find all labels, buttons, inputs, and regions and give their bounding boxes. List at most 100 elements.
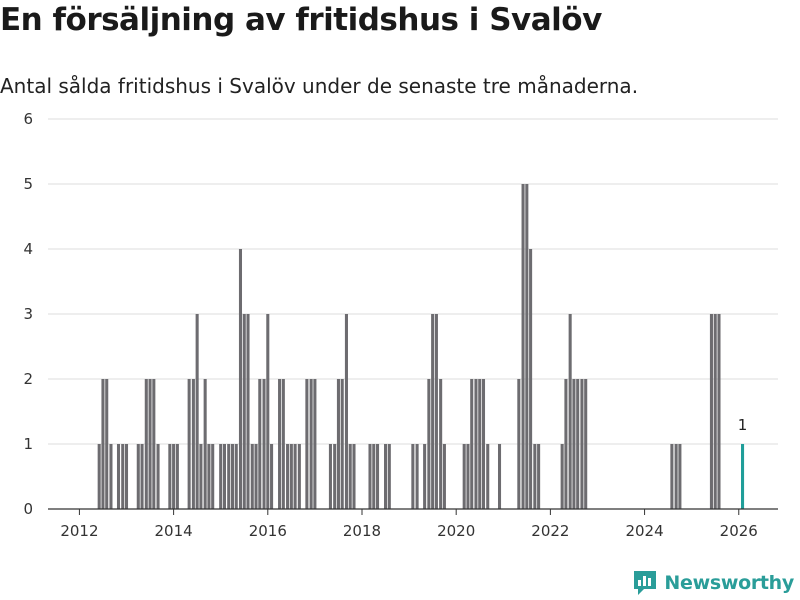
bar [289, 444, 293, 509]
x-tick-label: 2016 [249, 522, 287, 540]
bar [168, 444, 172, 509]
x-axis [48, 508, 778, 515]
bar [191, 379, 195, 509]
bar [109, 444, 113, 509]
bar [156, 444, 160, 509]
bar [576, 379, 580, 509]
bar [230, 444, 235, 509]
y-tick-label: 6 [23, 110, 33, 128]
x-axis-labels: 2012 2014 2016 2018 2020 2022 2024 2026 [60, 522, 758, 540]
bar [148, 379, 152, 509]
bar [384, 444, 388, 509]
bar [387, 444, 391, 509]
x-tick-label: 2024 [625, 522, 663, 540]
y-tick-label: 4 [23, 240, 33, 258]
bar [246, 314, 250, 509]
bar [175, 444, 179, 509]
newsworthy-icon [634, 571, 657, 595]
x-tick-label: 2012 [60, 522, 98, 540]
x-tick-label: 2022 [531, 522, 569, 540]
newsworthy-logo: Newsworthy [632, 569, 794, 597]
bar [344, 314, 348, 509]
bar [486, 444, 490, 509]
bar [172, 444, 176, 509]
bar [537, 444, 541, 509]
bar [670, 444, 674, 509]
bar [517, 379, 521, 509]
bar [521, 184, 525, 509]
bar [439, 379, 443, 509]
y-tick-label: 3 [23, 305, 33, 323]
x-tick-label: 2026 [720, 522, 758, 540]
bar [423, 444, 427, 509]
bar [533, 444, 537, 509]
bar [105, 379, 109, 509]
bar [278, 379, 282, 509]
bar [262, 379, 266, 509]
y-axis-labels: 0 1 2 3 4 5 6 [23, 110, 33, 518]
bar [227, 444, 231, 509]
bar [336, 379, 340, 509]
bar [717, 314, 721, 509]
bar [234, 444, 238, 509]
bar [709, 314, 713, 509]
bar [411, 444, 415, 509]
bar [415, 444, 419, 509]
bar [266, 314, 270, 509]
bar [207, 444, 211, 509]
bar [293, 444, 297, 509]
bar [124, 444, 129, 509]
highlight-bar [741, 444, 745, 509]
bar [199, 444, 203, 509]
bar [560, 444, 564, 509]
bar [242, 314, 246, 509]
x-tick-label: 2020 [437, 522, 475, 540]
bar [442, 444, 446, 509]
bar [333, 444, 337, 509]
bar [136, 444, 140, 509]
bar [372, 444, 376, 509]
y-tick-label: 5 [23, 175, 33, 193]
bars [97, 184, 745, 509]
annotations: 1 [738, 416, 748, 434]
bar [427, 379, 431, 509]
bar [258, 379, 262, 509]
chart-subtitle: Antal sålda fritidshus i Svalöv under de… [0, 74, 639, 98]
bar [348, 444, 352, 509]
bar [187, 379, 191, 509]
bar [97, 444, 101, 509]
bar [674, 444, 678, 509]
bar [470, 379, 474, 509]
brand-name: Newsworthy [664, 572, 794, 594]
gridlines [48, 118, 778, 445]
bar [352, 444, 356, 509]
bar [466, 444, 470, 509]
bar [313, 379, 317, 509]
bar [297, 444, 301, 509]
y-tick-label: 0 [23, 500, 33, 518]
bar [116, 444, 121, 509]
bar [152, 379, 156, 509]
bar [584, 379, 588, 509]
bar [368, 444, 372, 509]
chart-title: En försäljning av fritidshus i Svalöv [0, 2, 602, 38]
bar [431, 314, 435, 509]
bar [328, 444, 332, 509]
bar [529, 249, 533, 509]
bar [238, 249, 243, 509]
bar [250, 444, 254, 509]
bar [497, 444, 502, 509]
bar [572, 379, 576, 509]
bar [281, 379, 285, 509]
x-tick-label: 2018 [343, 522, 381, 540]
bar [222, 444, 226, 509]
bar [474, 379, 478, 509]
bar [713, 314, 717, 509]
bar [195, 314, 199, 509]
bar [140, 444, 144, 509]
bar [564, 379, 568, 509]
bar [305, 379, 309, 509]
bar [309, 379, 313, 509]
bar [678, 444, 682, 509]
bar [219, 444, 223, 509]
